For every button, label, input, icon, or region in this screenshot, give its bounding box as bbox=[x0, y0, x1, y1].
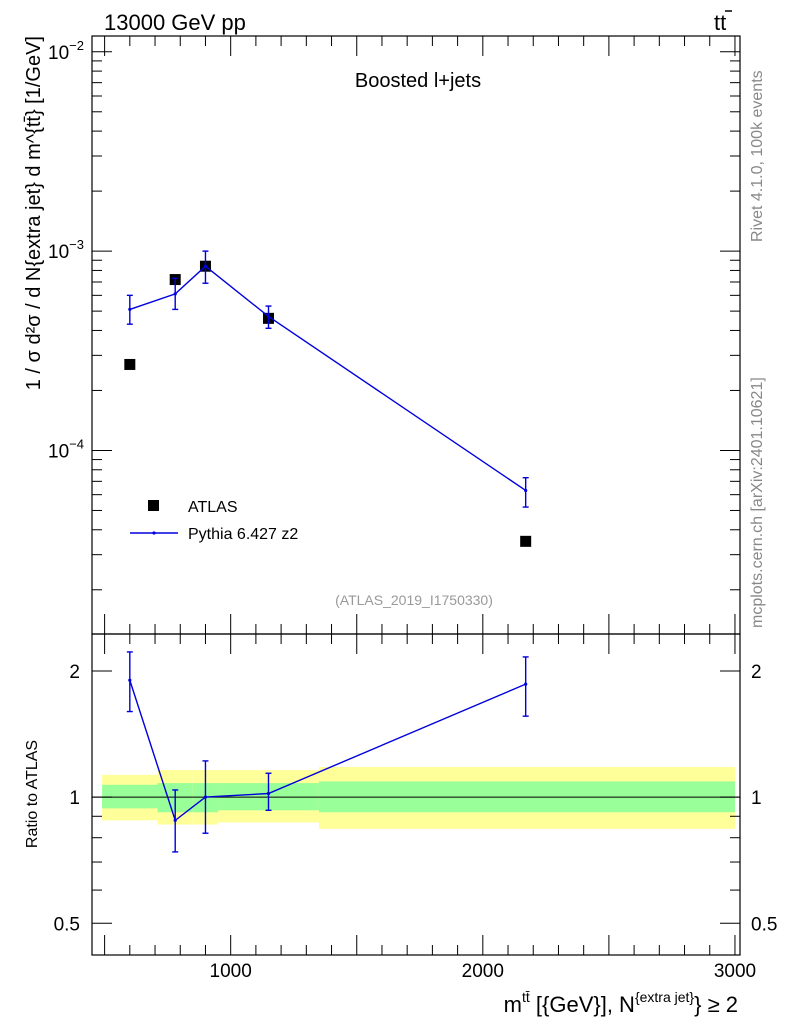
ratio-y-tick-label: 1 bbox=[69, 788, 80, 809]
ratio-bands bbox=[92, 766, 740, 829]
x-axis-label-sup2: {extra jet} bbox=[635, 989, 694, 1005]
main-y-tick-label-exp: −4 bbox=[69, 436, 84, 451]
process-label-bar: t bbox=[720, 10, 726, 35]
ratio-y-tick-label: 2 bbox=[69, 662, 80, 683]
ratio-y-tick-label-right: 0.5 bbox=[751, 914, 777, 935]
main-data-layer bbox=[124, 250, 532, 547]
ratio-x-tick-label: 3000 bbox=[714, 961, 756, 982]
ratio-marker bbox=[203, 795, 208, 799]
ratio-frame bbox=[91, 633, 741, 956]
ratio-x-tick-label: 1000 bbox=[210, 961, 252, 982]
main-x-axis bbox=[104, 36, 736, 634]
x-axis-label-sup: tt̄ bbox=[522, 989, 530, 1005]
main-y-tick-label: 10−3 bbox=[48, 237, 84, 263]
main-y-axis: 10−410−310−2 bbox=[48, 38, 740, 591]
legend-label-pythia: Pythia 6.427 z2 bbox=[188, 526, 298, 543]
x-axis-label-mid: [{GeV}], N bbox=[530, 992, 635, 1017]
ratio-y-tick-label-right: 2 bbox=[751, 662, 762, 683]
atlas-marker bbox=[520, 535, 532, 547]
ratio-x-tick-label: 2000 bbox=[462, 961, 504, 982]
ratio-marker bbox=[266, 791, 271, 796]
pythia-line bbox=[129, 265, 527, 492]
pythia-marker bbox=[203, 264, 208, 268]
x-axis-label: mtt̄ [{GeV}], N{extra jet}} ≥ 2 bbox=[504, 989, 738, 1017]
pythia-marker bbox=[173, 292, 177, 296]
x-axis-label-m: m bbox=[504, 992, 522, 1017]
x-axis-label-end: } ≥ 2 bbox=[694, 992, 738, 1017]
pythia-marker bbox=[524, 488, 528, 493]
legend-marker-pythia-dot bbox=[152, 531, 156, 535]
ratio-inner-band bbox=[102, 784, 158, 809]
process-label: tt bbox=[714, 10, 732, 35]
ratio-x-axis: 1000 2000 3000 bbox=[104, 634, 756, 982]
rivet-version-text: Rivet 4.1.0, 100k events bbox=[749, 70, 766, 242]
pythia-marker bbox=[266, 314, 271, 319]
ratio-y-tick-label-right: 1 bbox=[751, 788, 762, 809]
main-panel: 10−410−310−2 Boosted l+jets (ATLAS_2019_… bbox=[23, 35, 741, 635]
pythia-marker bbox=[128, 307, 132, 312]
legend-label-atlas: ATLAS bbox=[188, 499, 238, 516]
main-frame bbox=[91, 35, 741, 635]
ratio-panel: 0.5 0.5 1 1 2 2 1000 2000 3000 Ratio to ATLAS m… bbox=[24, 633, 778, 1017]
atlas-marker bbox=[124, 358, 136, 370]
energy-label: 13000 GeV pp bbox=[104, 10, 246, 35]
main-y-tick-label: 10−2 bbox=[48, 38, 84, 64]
main-y-tick-label-exp: −3 bbox=[69, 237, 84, 252]
ratio-y-tick-label: 0.5 bbox=[54, 914, 80, 935]
main-y-tick-label: 10−4 bbox=[48, 436, 84, 462]
legend: ATLAS Pythia 6.427 z2 bbox=[130, 499, 298, 543]
ratio-y-axis-label: Ratio to ATLAS bbox=[24, 740, 41, 848]
source-text: mcplots.cern.ch [arXiv:2401.10621] bbox=[749, 377, 766, 628]
ratio-marker bbox=[524, 682, 528, 686]
legend-marker-atlas bbox=[148, 500, 159, 511]
main-y-tick-label-base: 10 bbox=[48, 43, 69, 64]
ratio-marker bbox=[173, 818, 177, 822]
main-y-tick-label-exp: −2 bbox=[69, 38, 84, 53]
main-y-axis-label: 1 / σ d²σ / d N{extra jet} d m^{tt̄} [1/… bbox=[23, 36, 45, 390]
ratio-data-layer bbox=[126, 651, 529, 853]
chart-title: Boosted l+jets bbox=[355, 70, 481, 92]
process-label-base: t bbox=[714, 10, 720, 35]
ratio-y-axis: 0.5 0.5 1 1 2 2 bbox=[54, 662, 778, 935]
main-y-tick-label-base: 10 bbox=[48, 441, 69, 462]
ratio-marker bbox=[128, 678, 132, 682]
main-y-tick-label-base: 10 bbox=[48, 242, 69, 263]
analysis-id: (ATLAS_2019_I1750330) bbox=[335, 592, 493, 608]
svg-text:tt: tt bbox=[714, 10, 726, 35]
